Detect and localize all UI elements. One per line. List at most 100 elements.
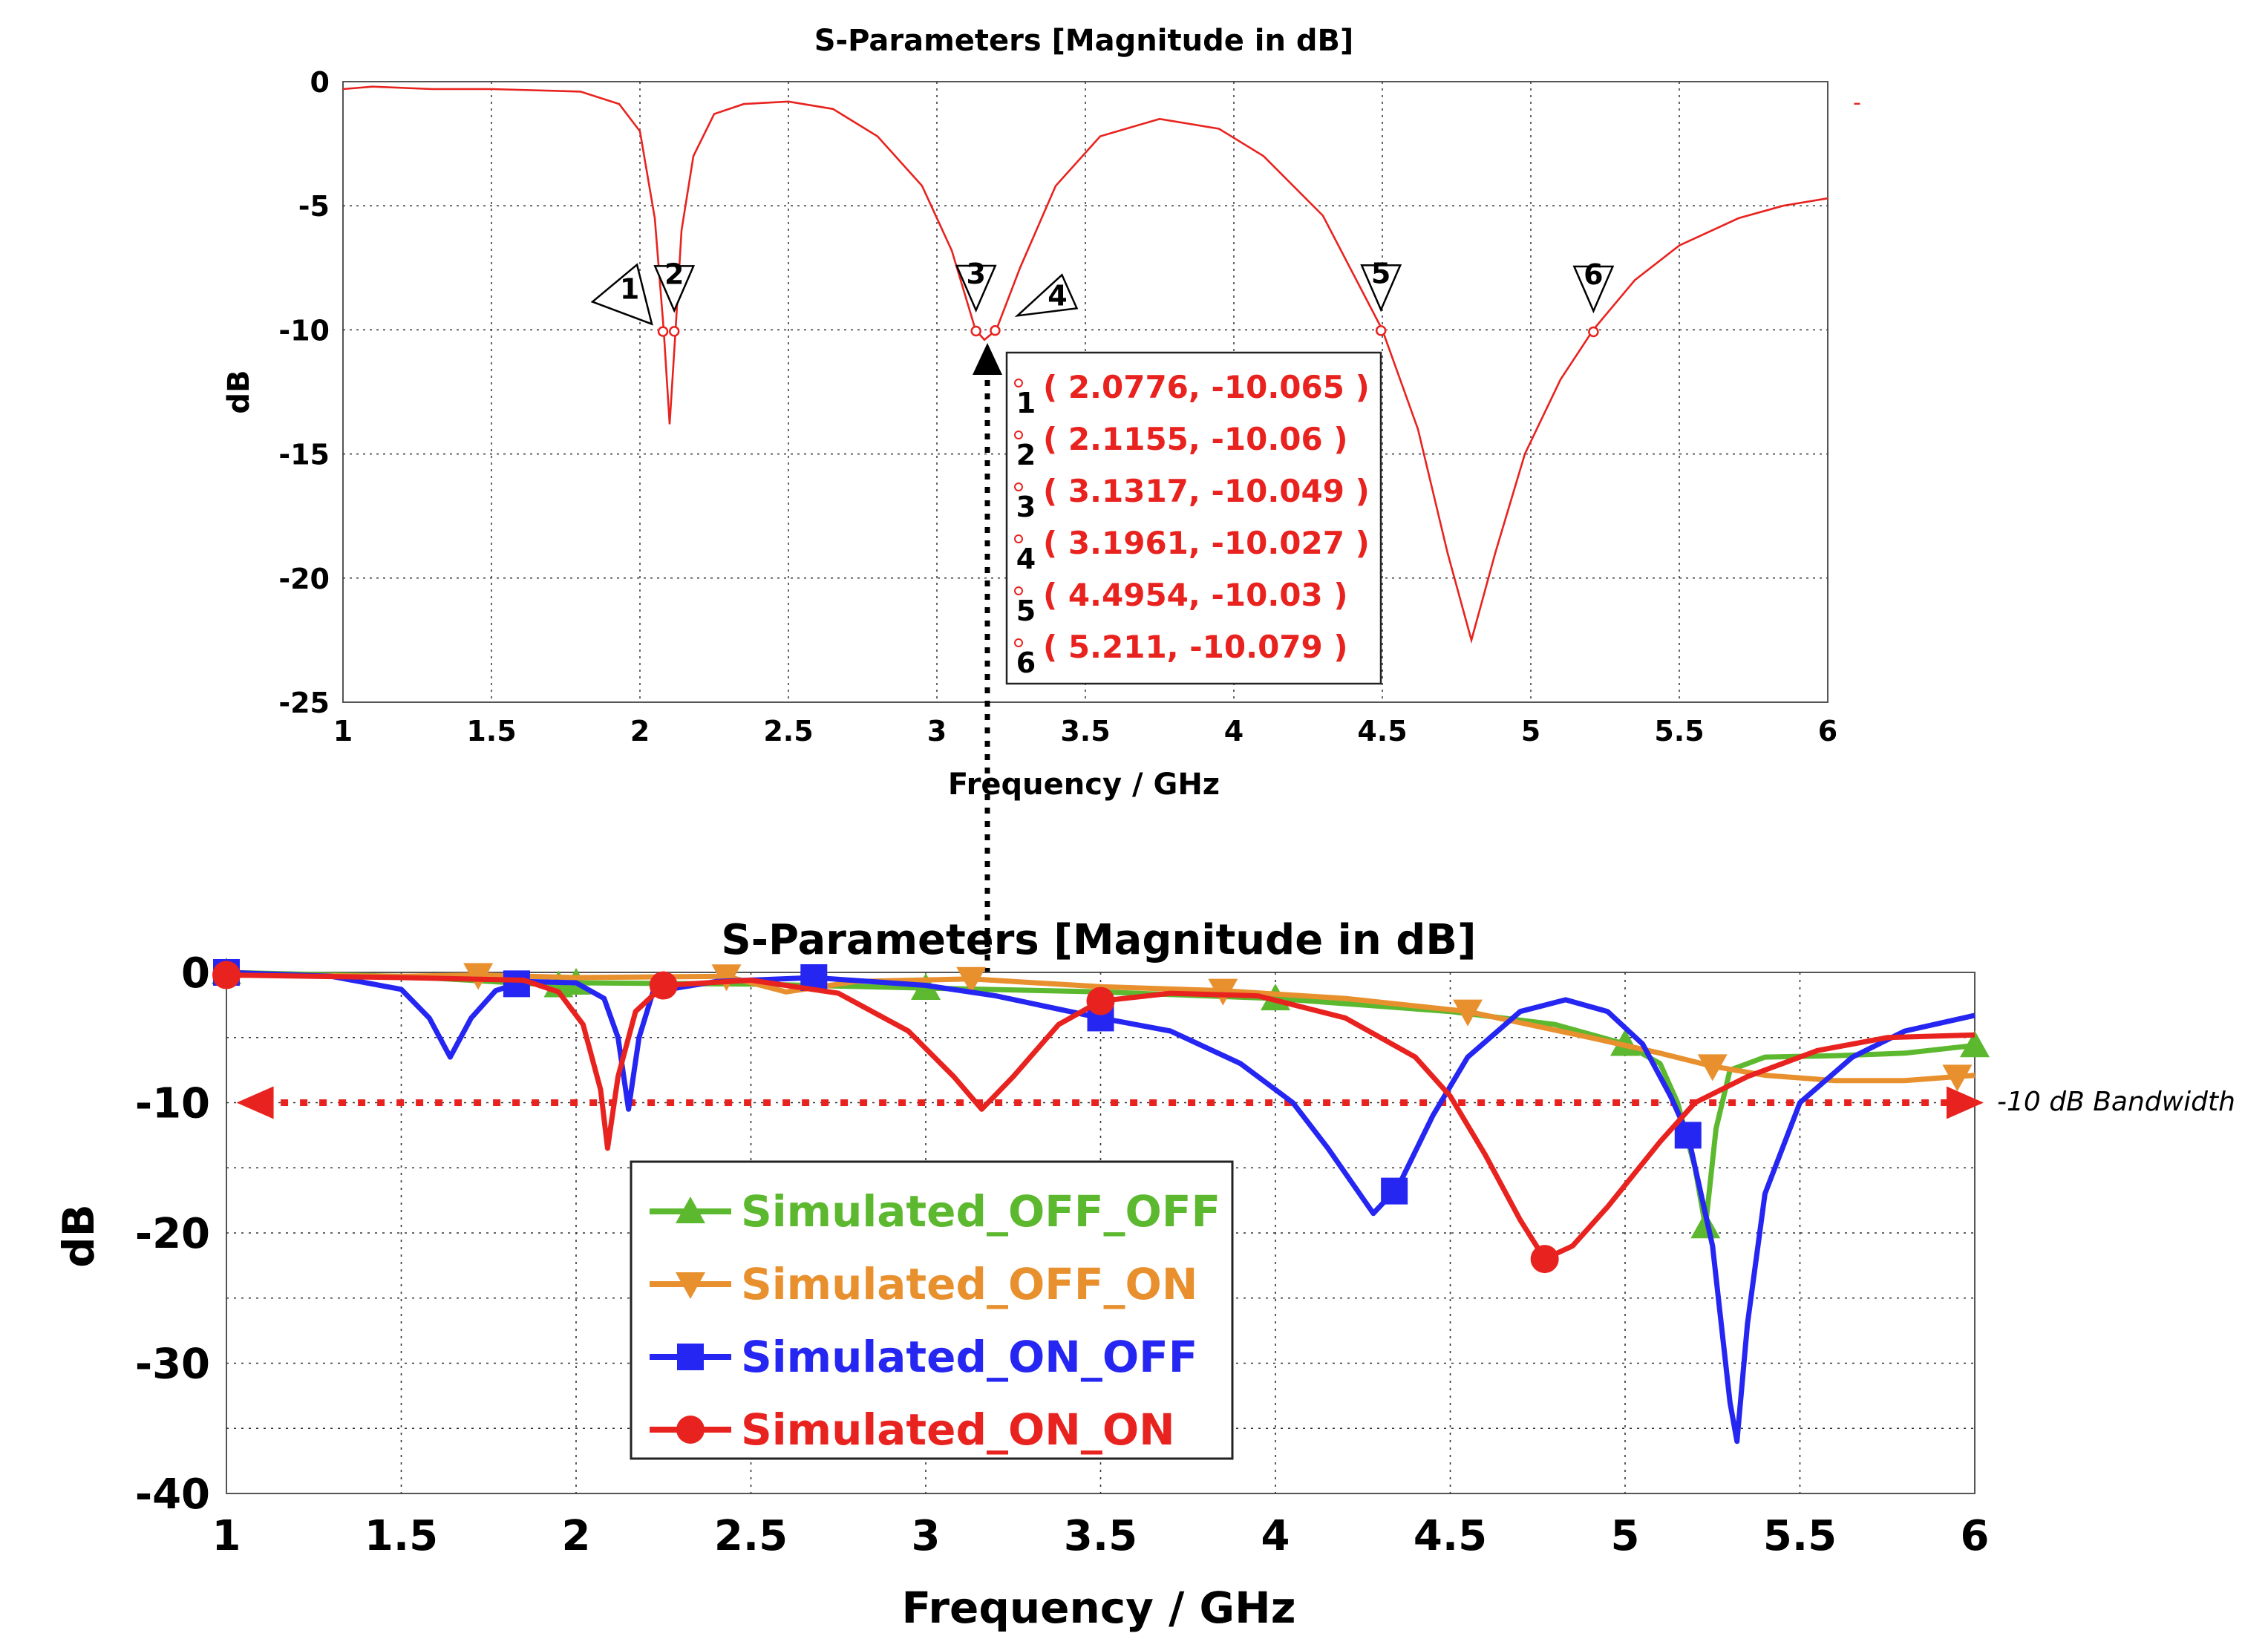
series-marker-Simulated_OFF_ON-3 bbox=[1208, 978, 1238, 1006]
top-chart-title: S-Parameters [Magnitude in dB] bbox=[814, 24, 1354, 58]
top-x-tick: 3.5 bbox=[1060, 715, 1110, 747]
bottom-x-tick-labels: 1 1.5 2 2.5 3 3.5 4 4.5 5 5.5 6 bbox=[212, 1512, 1990, 1560]
bottom-x-tick: 5 bbox=[1611, 1512, 1640, 1560]
readout-id-3: 3 bbox=[1016, 491, 1036, 523]
bottom-x-tick: 1 bbox=[212, 1512, 241, 1560]
readout-dot-6 bbox=[1014, 638, 1023, 647]
marker-flag-label-5: 5 bbox=[1371, 257, 1390, 289]
bottom-series bbox=[212, 958, 1990, 1444]
marker-readout: 1( 2.0776, -10.065 ) 2( 2.1155, -10.06 ) 3… bbox=[1014, 369, 1370, 679]
marker-flag-1 bbox=[590, 263, 653, 326]
top-x-tick: 1.5 bbox=[466, 715, 516, 747]
readout-id-5: 5 bbox=[1016, 595, 1036, 627]
series-marker-Simulated_ON_OFF-5 bbox=[1674, 1122, 1702, 1149]
legend-swatch-marker-3 bbox=[676, 1416, 705, 1444]
marker-flag-5 bbox=[1360, 264, 1402, 313]
bottom-y-tick: -20 bbox=[135, 1210, 210, 1258]
bottom-y-tick-labels: 0 -10 -20 -30 -40 bbox=[135, 949, 210, 1519]
legend-swatch-marker-1 bbox=[676, 1272, 705, 1299]
series-marker-Simulated_ON_ON-3 bbox=[1530, 1245, 1559, 1274]
series-marker-Simulated_ON_OFF-1 bbox=[503, 970, 530, 998]
bandwidth-annotation: -10 dB Bandwidth bbox=[1997, 1087, 2235, 1117]
readout-id-6: 6 bbox=[1016, 647, 1036, 679]
top-y-tick: -20 bbox=[278, 563, 330, 595]
bottom-x-tick: 4 bbox=[1261, 1512, 1290, 1560]
series-marker-Simulated_ON_ON-0 bbox=[212, 961, 241, 989]
readout-id-2: 2 bbox=[1016, 439, 1036, 471]
series-marker-Simulated_OFF_ON-4 bbox=[1453, 999, 1483, 1027]
series-marker-Simulated_OFF_ON-2 bbox=[956, 966, 987, 994]
bottom-y-tick: 0 bbox=[181, 949, 210, 998]
bandwidth-arrow-left bbox=[236, 1086, 274, 1119]
top-x-tick: 2 bbox=[630, 715, 650, 747]
series-Simulated_OFF_ON bbox=[226, 963, 1975, 1092]
series-marker-Simulated_OFF_OFF-7 bbox=[1960, 1030, 1990, 1058]
series-marker-Simulated_OFF_ON-0 bbox=[463, 963, 494, 990]
series-marker-Simulated_ON_ON-1 bbox=[649, 971, 678, 1000]
bottom-y-axis-label: dB bbox=[53, 1204, 104, 1268]
marker-flag-label-6: 6 bbox=[1584, 258, 1603, 291]
bottom-y-tick: -40 bbox=[135, 1470, 210, 1519]
legend-label-3: Simulated_ON_ON bbox=[741, 1404, 1175, 1455]
marker-point-6 bbox=[1588, 326, 1599, 338]
marker-flag-label-1: 1 bbox=[620, 273, 639, 306]
readout-value-4: ( 3.1961, -10.027 ) bbox=[1043, 525, 1370, 561]
bottom-x-tick: 5.5 bbox=[1763, 1512, 1837, 1560]
top-x-tick: 2.5 bbox=[763, 715, 813, 747]
marker-point-1 bbox=[657, 326, 669, 337]
top-y-tick-labels: 0 -5 -10 -15 -20 -25 bbox=[278, 66, 330, 719]
top-x-tick: 6 bbox=[1818, 715, 1837, 747]
bottom-chart-title: S-Parameters [Magnitude in dB] bbox=[721, 916, 1476, 964]
top-y-tick: -15 bbox=[278, 439, 330, 471]
series-marker-Simulated_ON_OFF-4 bbox=[1381, 1177, 1408, 1205]
readout-dot-3 bbox=[1014, 482, 1023, 491]
bottom-x-tick: 2 bbox=[562, 1512, 591, 1560]
legend-label-0: Simulated_OFF_OFF bbox=[741, 1186, 1220, 1237]
top-x-tick: 5.5 bbox=[1654, 715, 1704, 747]
bottom-grid bbox=[226, 972, 1975, 1493]
marker-flag-2 bbox=[653, 265, 696, 313]
top-x-tick-labels: 1 1.5 2 2.5 3 3.5 4 4.5 5 5.5 6 bbox=[333, 715, 1837, 747]
series-line-Simulated_ON_ON bbox=[226, 972, 1975, 1262]
legend-label-2: Simulated_ON_OFF bbox=[741, 1332, 1197, 1382]
marker-flag-label-4: 4 bbox=[1048, 279, 1067, 312]
marker-flag-label-2: 2 bbox=[664, 258, 684, 290]
top-markers: 1 2 3 4 5 6 bbox=[590, 257, 1615, 338]
top-chart: S-Parameters [Magnitude in dB] 1 1.5 2 2.5 3… bbox=[222, 24, 1861, 802]
bottom-y-tick: -10 bbox=[135, 1080, 210, 1128]
readout-dot-5 bbox=[1014, 586, 1023, 595]
top-x-tick: 4.5 bbox=[1357, 715, 1407, 747]
top-x-tick: 1 bbox=[333, 715, 353, 747]
bottom-x-tick: 1.5 bbox=[365, 1512, 438, 1560]
readout-value-2: ( 2.1155, -10.06 ) bbox=[1043, 421, 1348, 457]
bottom-y-tick: -30 bbox=[135, 1341, 210, 1389]
top-x-axis-label: Frequency / GHz bbox=[948, 768, 1220, 802]
top-stray-mark: - bbox=[1853, 90, 1861, 116]
top-s11-curve bbox=[342, 85, 1829, 644]
readout-value-3: ( 3.1317, -10.049 ) bbox=[1043, 473, 1370, 509]
bottom-x-axis-label: Frequency / GHz bbox=[902, 1583, 1296, 1633]
top-y-axis-label: dB bbox=[222, 370, 256, 413]
marker-point-3 bbox=[970, 325, 981, 337]
readout-id-4: 4 bbox=[1016, 543, 1036, 575]
series-marker-Simulated_OFF_ON-1 bbox=[711, 964, 742, 992]
bottom-x-tick: 3 bbox=[912, 1512, 941, 1560]
marker-flag-6 bbox=[1572, 265, 1615, 314]
bottom-x-tick: 4.5 bbox=[1414, 1512, 1487, 1560]
series-marker-Simulated_ON_ON-2 bbox=[1086, 986, 1115, 1015]
marker-readout-box bbox=[1005, 351, 1382, 685]
series-Simulated_ON_ON bbox=[212, 961, 1975, 1274]
legend: Simulated_OFF_OFF Simulated_OFF_ON Simulat… bbox=[630, 1160, 1234, 1460]
top-y-tick: 0 bbox=[310, 66, 330, 99]
marker-flag-label-3: 3 bbox=[966, 258, 985, 290]
bandwidth-arrow-right bbox=[1947, 1086, 1984, 1119]
bottom-chart: S-Parameters [Magnitude in dB] 1 1.5 2 2.5 3… bbox=[53, 916, 2235, 1633]
bottom-x-tick: 3.5 bbox=[1064, 1512, 1137, 1560]
bottom-x-tick: 2.5 bbox=[714, 1512, 788, 1560]
top-x-tick: 5 bbox=[1521, 715, 1540, 747]
marker-point-4 bbox=[990, 325, 1001, 336]
top-x-tick: 3 bbox=[927, 715, 947, 747]
readout-value-1: ( 2.0776, -10.065 ) bbox=[1043, 369, 1370, 405]
readout-dot-1 bbox=[1014, 379, 1023, 387]
